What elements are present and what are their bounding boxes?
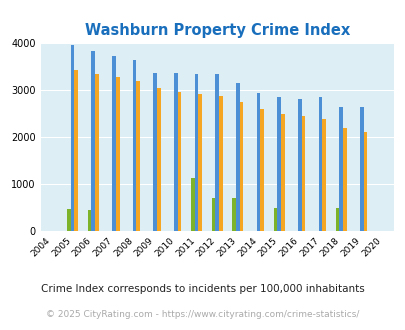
Bar xyxy=(335,208,339,231)
Bar xyxy=(273,208,277,231)
Text: Crime Index corresponds to incidents per 100,000 inhabitants: Crime Index corresponds to incidents per… xyxy=(41,284,364,294)
Bar xyxy=(177,92,181,231)
Bar xyxy=(70,45,74,231)
Bar xyxy=(235,83,239,231)
Bar xyxy=(359,107,363,231)
Bar xyxy=(260,109,263,231)
Bar xyxy=(198,94,202,231)
Bar xyxy=(297,99,301,231)
Bar xyxy=(136,81,140,231)
Bar xyxy=(301,116,305,231)
Bar xyxy=(157,88,160,231)
Bar xyxy=(318,97,322,231)
Bar xyxy=(219,96,222,231)
Bar xyxy=(322,118,325,231)
Bar xyxy=(174,74,177,231)
Bar xyxy=(115,77,119,231)
Bar xyxy=(232,198,235,231)
Bar xyxy=(132,60,136,231)
Bar xyxy=(280,114,284,231)
Title: Washburn Property Crime Index: Washburn Property Crime Index xyxy=(84,22,349,38)
Bar xyxy=(339,107,342,231)
Bar xyxy=(211,198,215,231)
Bar xyxy=(215,74,219,231)
Bar xyxy=(342,128,346,231)
Bar xyxy=(239,102,243,231)
Bar xyxy=(95,74,98,231)
Bar xyxy=(363,132,367,231)
Bar xyxy=(91,51,95,231)
Text: © 2025 CityRating.com - https://www.cityrating.com/crime-statistics/: © 2025 CityRating.com - https://www.city… xyxy=(46,310,359,319)
Bar xyxy=(194,74,198,231)
Bar xyxy=(112,56,115,231)
Bar xyxy=(74,70,78,231)
Bar xyxy=(87,210,91,231)
Bar xyxy=(153,73,157,231)
Bar xyxy=(277,96,280,231)
Bar xyxy=(256,93,260,231)
Bar xyxy=(190,178,194,231)
Bar xyxy=(67,209,70,231)
